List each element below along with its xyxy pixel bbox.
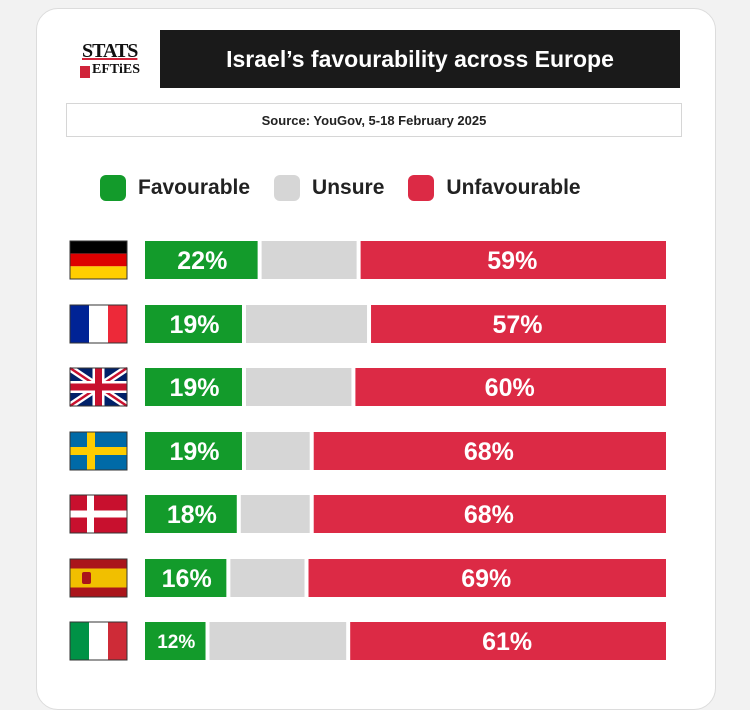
bar-unsure-spain — [230, 559, 305, 597]
label-unfavourable-germany: 59% — [487, 247, 537, 275]
bar-unsure-sweden — [245, 432, 310, 470]
bar-unfavourable-denmark — [313, 495, 666, 533]
bar-unsure-united-kingdom — [245, 368, 352, 406]
stacked-bar-chart: 22% 59% 19% 57% 19% 60% 19% 68% 18% 68% 16% 69% 12% 6… — [68, 240, 666, 661]
label-favourable-spain: 16% — [162, 565, 212, 593]
legend-label-unfavourable: Unfavourable — [446, 176, 581, 199]
flag-italy-icon — [69, 621, 128, 661]
chart-source: Source: YouGov, 5-18 February 2025 — [66, 103, 682, 137]
bar-favourable-sweden — [145, 432, 242, 470]
logo-red-bar — [80, 66, 90, 78]
label-favourable-united-kingdom: 19% — [169, 374, 219, 402]
bar-unfavourable-united-kingdom — [355, 368, 666, 406]
bar-unfavourable-italy — [350, 622, 666, 660]
bar-row-france: 19% 57% — [69, 304, 666, 344]
logo-text-bottom: EFTiES — [92, 62, 140, 77]
bar-unsure-germany — [261, 241, 357, 279]
stats-for-lefties-logo: STATS EFTiES — [80, 40, 140, 84]
legend: Favourable Unsure Unfavourable — [100, 170, 605, 206]
flag-france-icon — [69, 304, 128, 344]
legend-label-unsure: Unsure — [312, 176, 385, 199]
legend-item-favourable: Favourable — [100, 175, 250, 201]
label-unfavourable-denmark: 68% — [464, 501, 514, 529]
label-favourable-germany: 22% — [177, 247, 227, 275]
legend-swatch-unsure — [274, 175, 301, 201]
bar-favourable-spain — [145, 559, 227, 597]
flag-spain-icon — [69, 558, 128, 598]
bar-row-united-kingdom: 19% 60% — [68, 365, 666, 409]
flag-united-kingdom-icon — [68, 365, 129, 409]
bar-unfavourable-spain — [308, 559, 666, 597]
label-unfavourable-italy: 61% — [482, 628, 532, 656]
label-favourable-italy: 12% — [157, 632, 195, 653]
bar-favourable-france — [145, 305, 242, 343]
bar-row-germany: 22% 59% — [69, 240, 666, 280]
label-favourable-sweden: 19% — [169, 438, 219, 466]
bar-favourable-united-kingdom — [145, 368, 242, 406]
bar-favourable-denmark — [145, 495, 237, 533]
bar-unsure-france — [245, 305, 368, 343]
label-unfavourable-united-kingdom: 60% — [485, 374, 535, 402]
bar-unfavourable-france — [371, 305, 666, 343]
bar-row-spain: 16% 69% — [69, 558, 666, 598]
bar-row-sweden: 19% 68% — [69, 431, 666, 471]
legend-swatch-favourable — [100, 175, 126, 201]
label-favourable-denmark: 18% — [167, 501, 217, 529]
label-favourable-france: 19% — [169, 311, 219, 339]
bar-row-denmark: 18% 68% — [69, 494, 666, 534]
bar-favourable-germany — [145, 241, 258, 279]
bar-row-italy: 12% 61% — [69, 621, 666, 661]
legend-swatch-unfavourable — [408, 175, 435, 201]
flag-germany-icon — [69, 240, 128, 280]
logo-text-top: STATS — [82, 40, 138, 62]
bar-unfavourable-germany — [360, 241, 666, 279]
flag-sweden-icon — [69, 431, 128, 471]
bar-favourable-italy — [145, 622, 206, 660]
label-unfavourable-sweden: 68% — [464, 438, 514, 466]
label-unfavourable-france: 57% — [492, 311, 542, 339]
legend-item-unfavourable: Unfavourable — [408, 175, 581, 201]
chart-title: Israel’s favourability across Europe — [160, 30, 680, 88]
legend-label-favourable: Favourable — [138, 176, 251, 199]
label-unfavourable-spain: 69% — [461, 565, 511, 593]
bar-unsure-italy — [209, 622, 347, 660]
bar-unsure-denmark — [240, 495, 310, 533]
bar-unfavourable-sweden — [313, 432, 666, 470]
legend-item-unsure: Unsure — [274, 175, 384, 201]
flag-denmark-icon — [69, 494, 128, 534]
